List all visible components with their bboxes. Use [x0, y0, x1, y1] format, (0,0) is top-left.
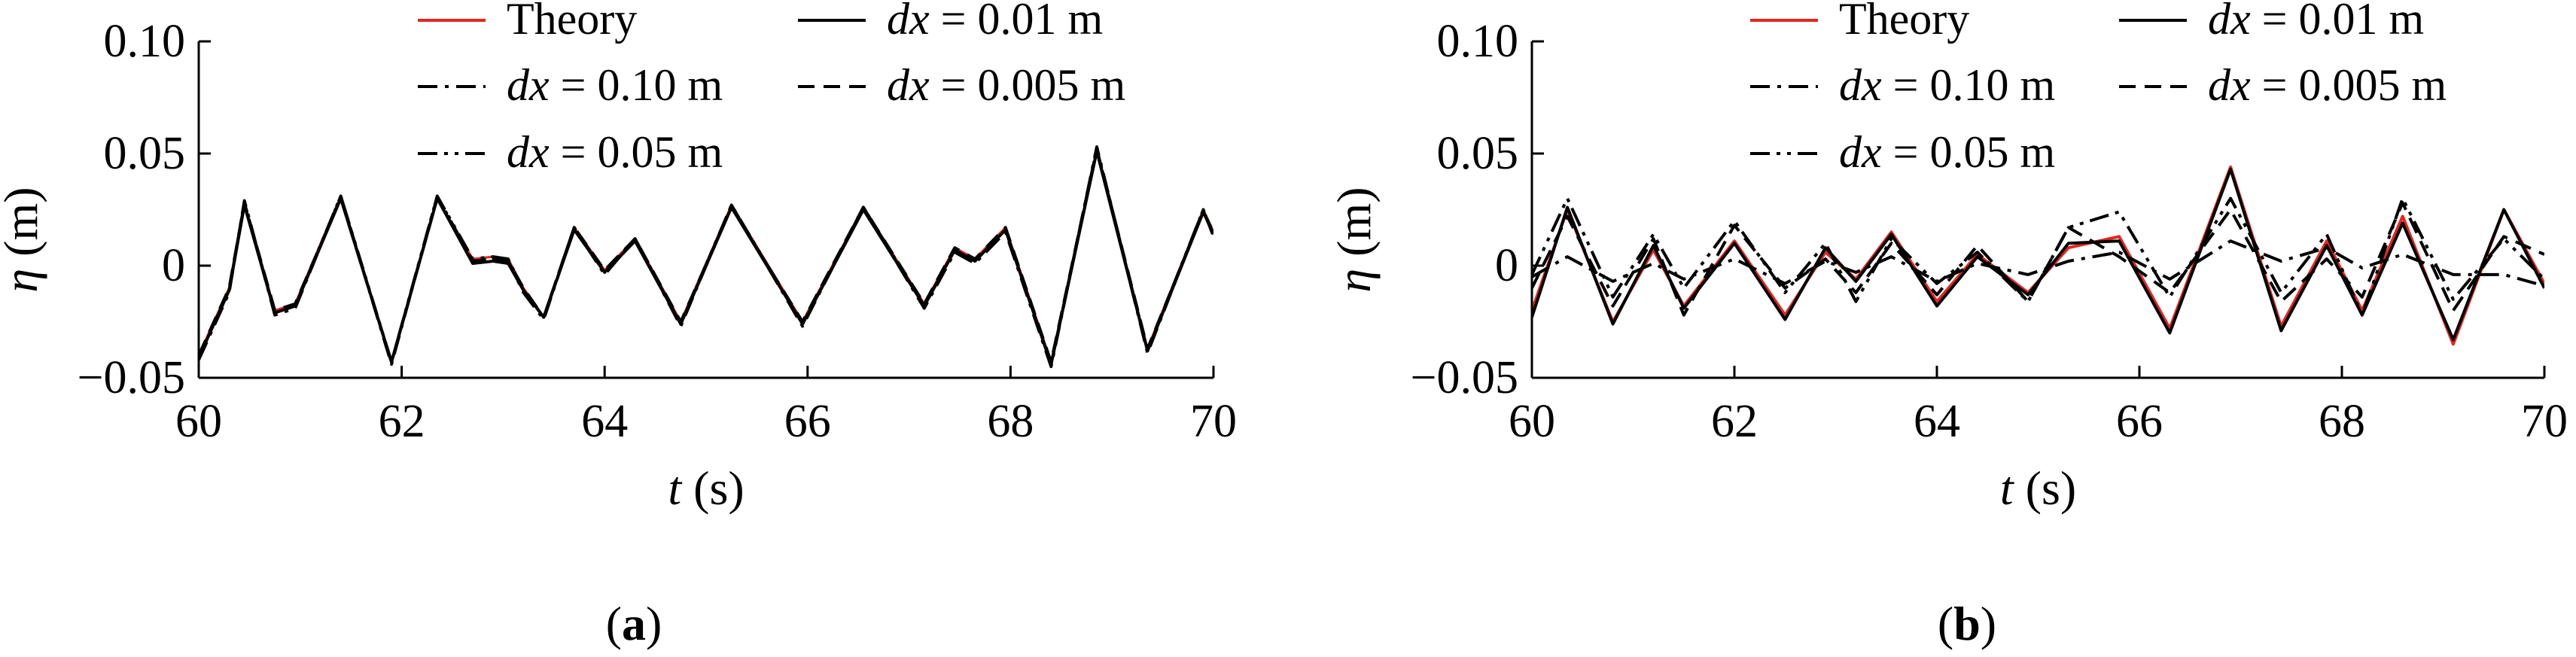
x-tick-label: 60 — [175, 396, 222, 447]
y-tick-label: 0.05 — [1437, 128, 1519, 179]
series-line-solid — [1532, 165, 2544, 346]
legend-variable: dx — [887, 60, 930, 110]
legend-text: = 0.01 m — [930, 0, 1104, 44]
series-line-dashdot — [199, 145, 1213, 369]
caption-open: ( — [606, 597, 622, 650]
x-tick-label: 68 — [987, 396, 1034, 447]
x-axis-unit: (s) — [2014, 461, 2077, 515]
y-axis-label: η (m) — [0, 187, 47, 292]
series-line-solid — [199, 148, 1213, 363]
x-axis-label: t (s) — [2000, 461, 2076, 515]
legend-variable: dx — [2208, 0, 2251, 44]
x-tick-label: 66 — [2116, 396, 2163, 447]
x-tick-label: 60 — [1509, 396, 1555, 447]
legend-text: = 0.10 m — [1882, 60, 2056, 110]
y-axis-unit: (m) — [0, 187, 47, 268]
legend-variable: dx — [507, 127, 550, 177]
legend-text: = 0.05 m — [1882, 127, 2056, 177]
caption-open: ( — [1938, 597, 1953, 650]
series-line-dashed — [199, 148, 1213, 364]
y-tick-label: 0 — [162, 240, 185, 291]
panel-caption: (b) — [1938, 597, 1996, 650]
legend-text: = 0.10 m — [550, 60, 723, 110]
y-tick-label: 0.05 — [104, 128, 186, 179]
legend-label: Theory — [1839, 0, 1969, 44]
caption-close: ) — [646, 597, 662, 650]
caption-letter: a — [622, 597, 646, 650]
y-axis-variable: η — [0, 269, 47, 293]
legend-label: dx = 0.05 m — [1839, 127, 2055, 177]
y-axis-variable: η — [1327, 269, 1381, 293]
series-line-dashdot — [1532, 239, 2544, 287]
chart-panel-a: 60 62 64 66 68 70 −0.05 0 0.05 0.10 t (s) η (m) Theo… — [0, 0, 1237, 650]
x-tick-label: 68 — [2319, 396, 2365, 447]
x-tick-label: 66 — [784, 396, 831, 447]
x-axis-unit: (s) — [681, 461, 744, 515]
caption-letter: b — [1953, 597, 1981, 650]
y-axis-unit: (m) — [1327, 187, 1381, 268]
x-tick-label: 64 — [1914, 396, 1960, 447]
legend-text: Theory — [1839, 0, 1969, 44]
y-tick-label: 0.10 — [1437, 16, 1519, 67]
legend-label: dx = 0.01 m — [2208, 0, 2424, 44]
x-tick-label: 62 — [1711, 396, 1758, 447]
x-tick-label: 64 — [581, 396, 628, 447]
legend-text: = 0.005 m — [2251, 60, 2447, 110]
legend-label: dx = 0.10 m — [507, 60, 723, 110]
legend-variable: dx — [2208, 60, 2251, 110]
y-tick-label: −0.05 — [1411, 352, 1518, 403]
y-axis-label: η (m) — [1327, 187, 1381, 292]
x-axis-variable: t — [2000, 461, 2015, 515]
series-line-solid — [199, 150, 1213, 367]
caption-close: ) — [1981, 597, 1996, 650]
series-line-dashdotdot — [1532, 196, 2544, 317]
legend-text: = 0.05 m — [550, 127, 723, 177]
legend-label: dx = 0.005 m — [887, 60, 1125, 110]
x-tick-label: 62 — [379, 396, 425, 447]
legend-text: = 0.005 m — [930, 60, 1126, 110]
series-line-dashed — [1532, 201, 2544, 317]
x-axis-variable: t — [668, 461, 683, 515]
legend-variable: dx — [507, 60, 550, 110]
y-tick-label: 0 — [1495, 240, 1518, 291]
x-axis-label: t (s) — [668, 461, 744, 515]
legend-label: Theory — [507, 0, 637, 44]
y-tick-label: −0.05 — [78, 352, 185, 403]
legend-text: = 0.01 m — [2251, 0, 2425, 44]
x-tick-label: 70 — [2521, 396, 2568, 447]
y-tick-label: 0.10 — [104, 16, 186, 67]
panel-caption: (a) — [606, 597, 662, 650]
legend-variable: dx — [1839, 127, 1882, 177]
legend-label: dx = 0.05 m — [507, 127, 723, 177]
legend-variable: dx — [887, 0, 930, 44]
legend-label: dx = 0.005 m — [2208, 60, 2447, 110]
legend-variable: dx — [1839, 60, 1882, 110]
x-tick-label: 70 — [1190, 396, 1237, 447]
legend-label: dx = 0.10 m — [1839, 60, 2055, 110]
series-line-dashdotdot — [199, 148, 1213, 367]
legend-text: Theory — [507, 0, 637, 44]
legend-label: dx = 0.01 m — [887, 0, 1103, 44]
chart-panel-b: 60 62 64 66 68 70 −0.05 0 0.05 0.10 t (s) η (m) Theo… — [1327, 0, 2568, 650]
